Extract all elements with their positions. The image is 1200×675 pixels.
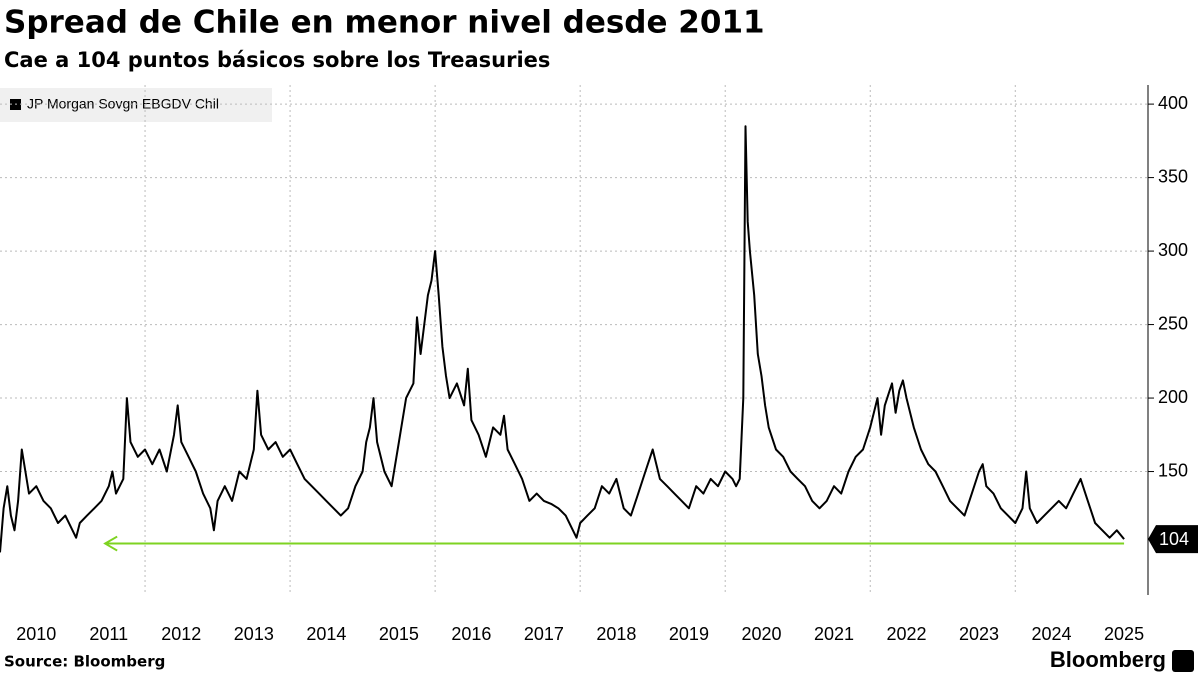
brand-icon [1172, 650, 1194, 672]
y-tick-label: 400 [1158, 93, 1188, 113]
x-tick-label: 2021 [814, 624, 854, 644]
y-tick-label: 200 [1158, 387, 1188, 407]
x-tick-label: 2023 [959, 624, 999, 644]
x-tick-label: 2015 [379, 624, 419, 644]
chart-title: Spread de Chile en menor nivel desde 201… [4, 5, 765, 41]
x-tick-label: 2018 [596, 624, 636, 644]
x-tick-label: 2017 [524, 624, 564, 644]
source: Source: Bloomberg [4, 653, 165, 671]
last-value-tag [1148, 525, 1198, 554]
series-line [0, 125, 1125, 553]
x-tick-label: 2024 [1032, 624, 1072, 644]
y-tick-label: 350 [1158, 166, 1188, 186]
x-tick-label: 2012 [161, 624, 201, 644]
x-tick-label: 2016 [451, 624, 491, 644]
y-tick-label: 300 [1158, 240, 1188, 260]
brand: Bloomberg [1050, 647, 1166, 672]
x-tick-label: 2011 [89, 624, 128, 644]
x-tick-label: 2010 [16, 624, 56, 644]
arrow-head [103, 535, 118, 552]
x-tick-label: 2025 [1104, 624, 1144, 644]
legend-label: JP Morgan Sovgn EBGDV Chil [27, 96, 219, 112]
chart-subtitle: Cae a 104 puntos básicos sobre los Treas… [4, 48, 550, 72]
x-tick-label: 2019 [669, 624, 709, 644]
y-tick-label: 250 [1158, 313, 1188, 333]
x-tick-label: 2022 [886, 624, 926, 644]
legend-box [0, 88, 272, 122]
last-value-label: 104 [1159, 529, 1189, 549]
y-tick-label: 150 [1158, 460, 1188, 480]
x-tick-label: 2020 [741, 624, 781, 644]
x-tick-label: 2014 [306, 624, 346, 644]
x-tick-label: 2013 [234, 624, 274, 644]
